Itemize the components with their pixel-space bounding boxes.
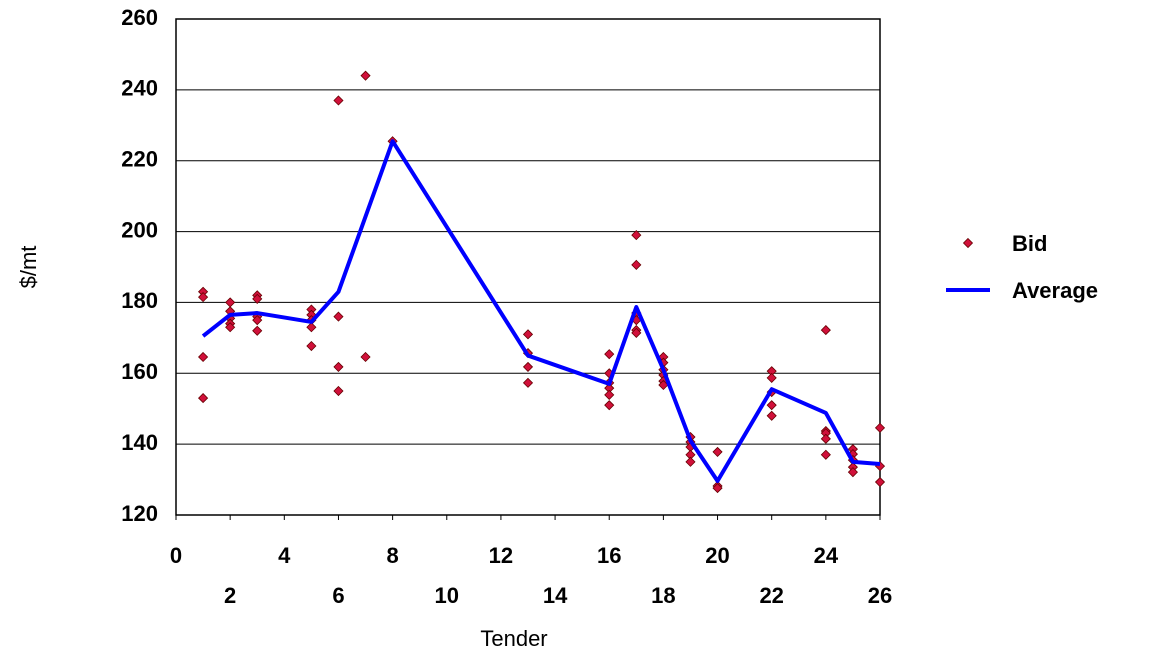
y-tick-label: 220 [121, 147, 158, 172]
y-tick-label: 180 [121, 288, 158, 313]
bid-marker [522, 377, 534, 388]
plot-area [175, 18, 881, 516]
bid-marker [252, 315, 263, 326]
x-tick-label: 4 [278, 543, 291, 568]
bid-marker [766, 372, 777, 383]
bid-marker [631, 327, 642, 338]
bid-marker [874, 476, 886, 488]
bid-marker [333, 361, 344, 372]
bid-marker [604, 400, 615, 411]
x-tick-label: 22 [759, 583, 783, 608]
x-tick-label: 10 [435, 583, 459, 608]
legend-marker [962, 237, 974, 249]
legend-label: Average [1012, 278, 1098, 303]
x-tick-label: 20 [705, 543, 729, 568]
bid-marker [874, 422, 886, 433]
bid-marker [198, 351, 209, 363]
legend-label: Bid [1012, 231, 1047, 256]
x-tick-label: 8 [386, 543, 398, 568]
bid-marker [306, 322, 317, 333]
x-axis-title: Tender [480, 626, 547, 651]
x-tick-label: 0 [170, 543, 182, 568]
bid-marker [252, 293, 263, 304]
bid-marker [198, 393, 209, 404]
average-line [201, 139, 881, 483]
bid-marker [820, 449, 831, 460]
bid-marker [360, 351, 371, 363]
bid-marker [766, 400, 777, 411]
bid-marker [333, 385, 344, 397]
x-tick-label: 14 [543, 583, 568, 608]
y-tick-label: 260 [121, 5, 158, 30]
y-tick-label: 160 [121, 359, 158, 384]
bid-marker [522, 361, 534, 372]
bid-marker [333, 95, 344, 106]
bid-marker [360, 70, 371, 81]
y-tick-label: 200 [121, 217, 158, 242]
bid-marker [252, 325, 263, 336]
x-tick-label: 16 [597, 543, 621, 568]
bid-marker [306, 340, 317, 352]
x-tick-label: 2 [224, 583, 236, 608]
bid-marker [225, 297, 236, 308]
x-tick-label: 18 [651, 583, 675, 608]
y-axis-title: $/mt [16, 246, 41, 289]
bid-marker [604, 389, 615, 400]
bid-marker [658, 379, 669, 391]
bid-marker [604, 349, 615, 360]
bid-marker [522, 329, 534, 340]
bid-marker [685, 456, 696, 467]
bid-marker [631, 230, 642, 241]
bid-marker [631, 259, 642, 270]
x-tick-label: 6 [332, 583, 344, 608]
bid-marker [712, 483, 723, 494]
y-tick-label: 240 [121, 76, 158, 101]
x-tick-label: 12 [489, 543, 513, 568]
bid-marker [712, 446, 723, 458]
x-tick-label: 26 [868, 583, 892, 608]
bid-marker [820, 433, 831, 444]
bid-marker [820, 324, 831, 336]
y-tick-label: 140 [121, 430, 158, 455]
x-tick-label: 24 [814, 543, 839, 568]
bid-marker [225, 322, 236, 333]
bid-marker [198, 292, 209, 303]
bid-marker [766, 410, 777, 421]
bid-marker [333, 311, 344, 322]
y-tick-label: 120 [121, 501, 158, 526]
bid-marker [847, 467, 858, 478]
